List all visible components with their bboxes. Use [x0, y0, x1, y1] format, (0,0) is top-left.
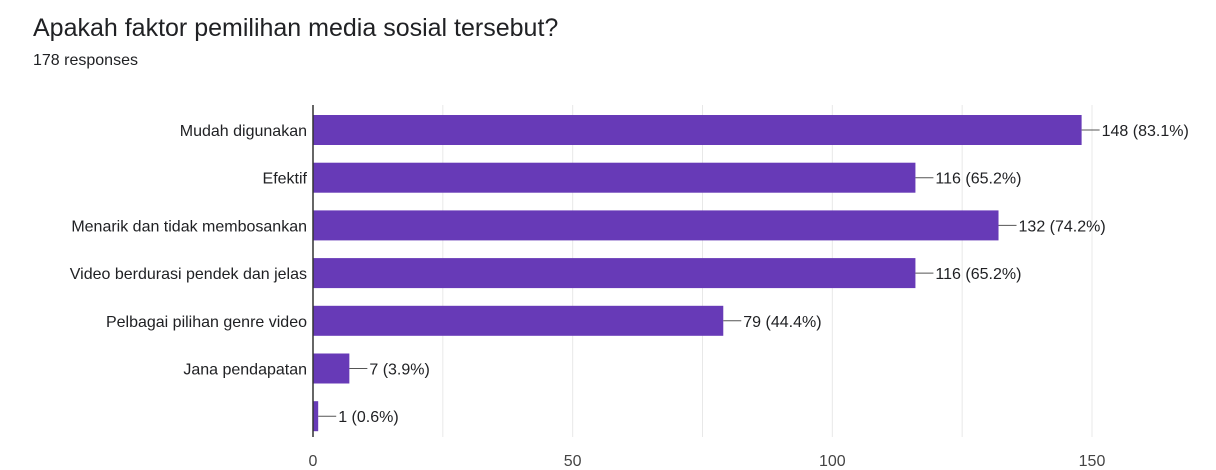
- bar: [313, 258, 916, 289]
- data-label: 79 (44.4%): [743, 314, 821, 331]
- x-tick-label: 0: [309, 453, 318, 470]
- category-label: Efektif: [263, 171, 308, 188]
- category-label: Video berdurasi pendek dan jelas: [70, 266, 307, 283]
- category-label: Menarik dan tidak membosankan: [71, 218, 307, 235]
- data-label: 1 (0.6%): [338, 409, 398, 426]
- category-label: Pelbagai pilihan genre video: [106, 314, 307, 331]
- bar: [313, 401, 319, 432]
- bar: [313, 115, 1082, 145]
- data-label: 132 (74.2%): [1019, 218, 1106, 235]
- data-label: 148 (83.1%): [1102, 123, 1189, 140]
- category-label: Mudah digunakan: [180, 123, 307, 140]
- category-label: Jana pendapatan: [183, 362, 307, 379]
- x-tick-label: 100: [819, 453, 846, 470]
- bar: [313, 305, 724, 336]
- bar: [313, 353, 350, 384]
- x-tick-label: 150: [1079, 453, 1106, 470]
- data-label: 7 (3.9%): [369, 362, 429, 379]
- data-label: 116 (65.2%): [935, 266, 1021, 283]
- x-tick-label: 50: [564, 453, 582, 470]
- bar: [313, 210, 999, 241]
- bar: [313, 162, 916, 193]
- data-label: 116 (65.2%): [935, 171, 1021, 188]
- chart-title: Apakah faktor pemilihan media sosial ter…: [33, 14, 559, 42]
- responses-count: 178 responses: [33, 52, 138, 69]
